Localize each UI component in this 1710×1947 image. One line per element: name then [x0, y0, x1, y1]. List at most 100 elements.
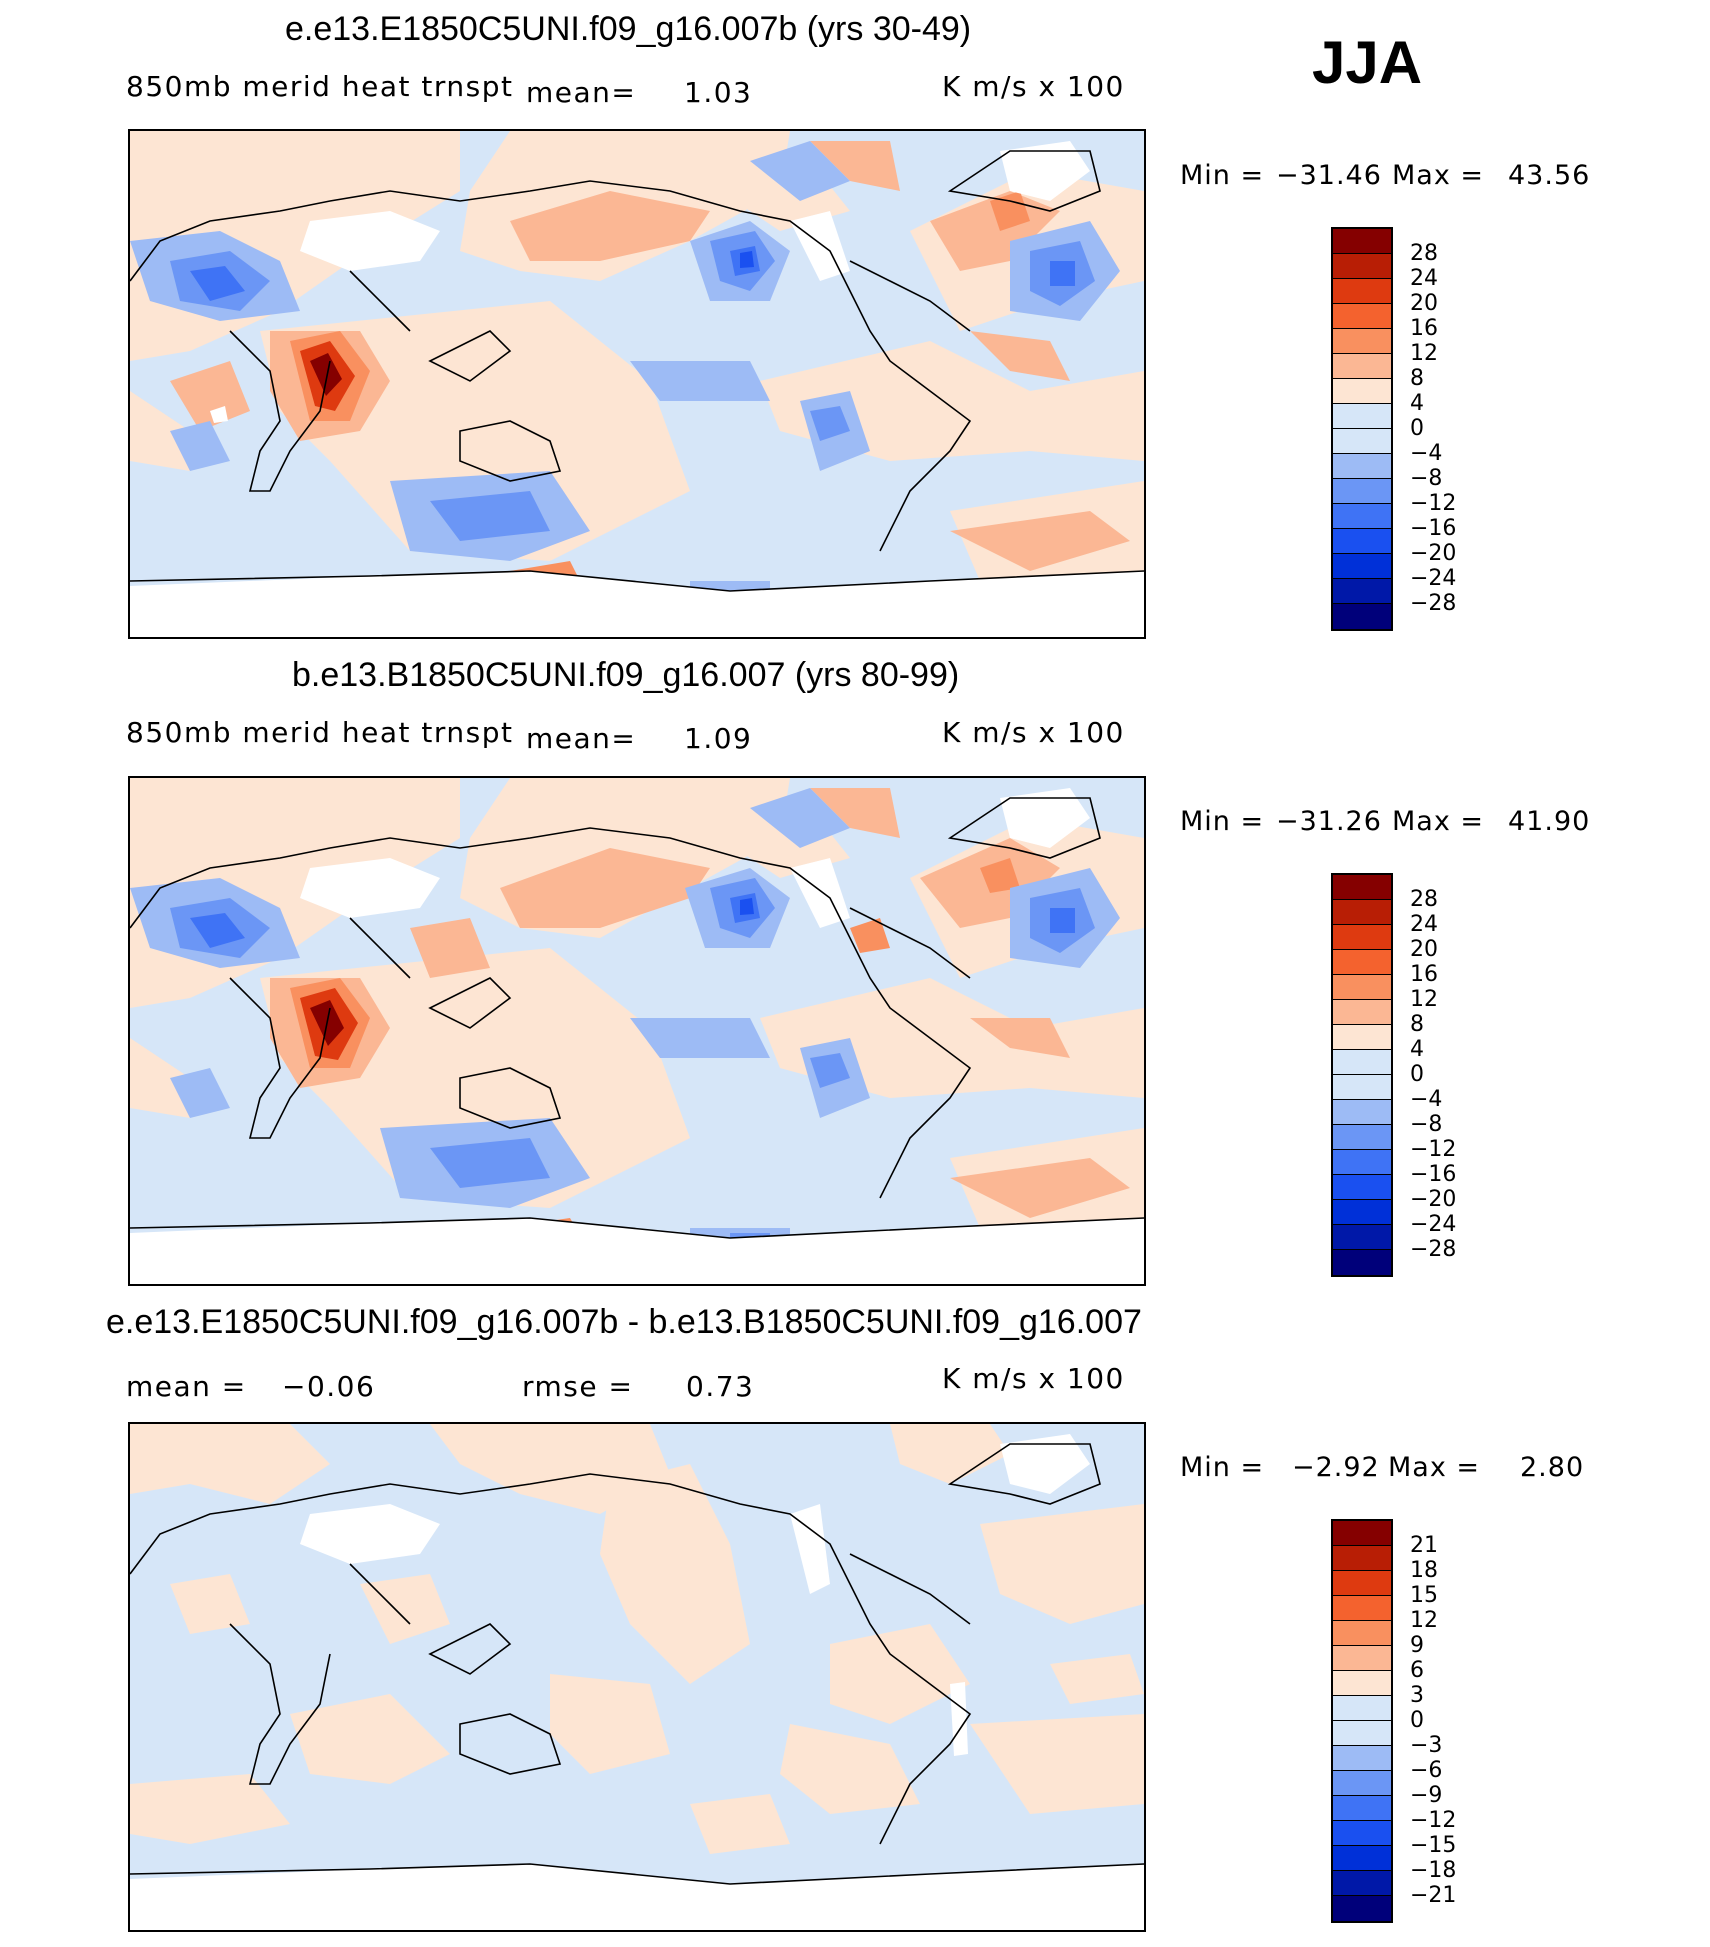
panel-1-colorbar-label: 20: [1410, 291, 1438, 316]
panel-3-colorbar: [1331, 1519, 1393, 1923]
panel-1-colorbar-label: −28: [1410, 591, 1457, 616]
panel-1-colorbar: [1331, 227, 1393, 631]
panel-2-colorbar-label: 28: [1410, 887, 1438, 912]
panel-3-units: K m/s x 100: [942, 1362, 1125, 1395]
panel-2-units: K m/s x 100: [942, 716, 1125, 749]
panel-3-colorbar-swatch: [1333, 1646, 1391, 1671]
panel-2-min-value: −31.26: [1276, 806, 1382, 837]
panel-2-colorbar-label: 4: [1410, 1037, 1424, 1062]
panel-1-colorbar-swatch: [1333, 504, 1391, 529]
panel-3-rmse-value: 0.73: [686, 1370, 755, 1403]
panel-3-colorbar-label: −15: [1410, 1833, 1457, 1858]
panel-1-colorbar-swatch: [1333, 454, 1391, 479]
panel-3-colorbar-swatch: [1333, 1596, 1391, 1621]
panel-1-variable: 850mb merid heat trnspt: [126, 70, 514, 103]
panel-1-mean-label: mean=: [526, 76, 637, 109]
panel-1-colorbar-label: 16: [1410, 316, 1438, 341]
panel-3-mean-label: mean =: [126, 1370, 247, 1403]
panel-2-map: [128, 776, 1146, 1286]
panel-2-colorbar-swatch: [1333, 875, 1391, 900]
panel-1-colorbar-label: −4: [1410, 441, 1443, 466]
panel-2-colorbar-label: 24: [1410, 912, 1438, 937]
panel-2-colorbar-label: −24: [1410, 1212, 1457, 1237]
panel-3-colorbar-label: 12: [1410, 1608, 1438, 1633]
panel-1-colorbar-label: 4: [1410, 391, 1424, 416]
panel-3-colorbar-swatch: [1333, 1771, 1391, 1796]
panel-1-map: [128, 129, 1146, 639]
panel-3-colorbar-swatch: [1333, 1896, 1391, 1921]
panel-2-colorbar-label: −16: [1410, 1162, 1457, 1187]
panel-2-min-label: Min =: [1180, 806, 1265, 837]
panel-3-colorbar-label: 0: [1410, 1708, 1424, 1733]
panel-1-colorbar-label: −24: [1410, 566, 1457, 591]
panel-3-colorbar-label: −6: [1410, 1758, 1443, 1783]
panel-1-colorbar-swatch: [1333, 304, 1391, 329]
season-label: JJA: [1312, 29, 1423, 96]
panel-3-title: e.e13.E1850C5UNI.f09_g16.007b - b.e13.B1…: [106, 1303, 1142, 1341]
panel-2-colorbar-swatch: [1333, 1100, 1391, 1125]
panel-3-colorbar-label: 15: [1410, 1583, 1438, 1608]
panel-3-colorbar-label: 21: [1410, 1533, 1438, 1558]
panel-3-colorbar-swatch: [1333, 1671, 1391, 1696]
panel-2-colorbar-label: 20: [1410, 937, 1438, 962]
panel-3-colorbar-label: −21: [1410, 1883, 1457, 1908]
panel-2-title: b.e13.B1850C5UNI.f09_g16.007 (yrs 80-99): [292, 656, 960, 694]
panel-2-colorbar-label: 12: [1410, 987, 1438, 1012]
panel-3-colorbar-label: 9: [1410, 1633, 1424, 1658]
panel-2-variable: 850mb merid heat trnspt: [126, 716, 514, 749]
panel-1-colorbar-swatch: [1333, 379, 1391, 404]
panel-1-colorbar-label: 0: [1410, 416, 1424, 441]
panel-1-colorbar-label: −16: [1410, 516, 1457, 541]
panel-3-colorbar-swatch: [1333, 1696, 1391, 1721]
panel-3-rmse-label: rmse =: [522, 1370, 634, 1403]
panel-2-mean-value: 1.09: [684, 722, 753, 755]
panel-2-colorbar-swatch: [1333, 900, 1391, 925]
panel-3-colorbar-label: 3: [1410, 1683, 1424, 1708]
panel-1-colorbar-label: −20: [1410, 541, 1457, 566]
panel-1-colorbar-swatch: [1333, 254, 1391, 279]
panel-3-colorbar-swatch: [1333, 1721, 1391, 1746]
panel-3-map: [128, 1422, 1146, 1932]
panel-1-units: K m/s x 100: [942, 70, 1125, 103]
panel-1-colorbar-swatch: [1333, 604, 1391, 629]
panel-3-colorbar-swatch: [1333, 1746, 1391, 1771]
panel-1-colorbar-swatch: [1333, 579, 1391, 604]
panel-3-mean-value: −0.06: [282, 1370, 376, 1403]
panel-2-colorbar-swatch: [1333, 1050, 1391, 1075]
panel-1-colorbar-label: 28: [1410, 241, 1438, 266]
panel-3-max-label: Max =: [1388, 1452, 1481, 1483]
panel-3-colorbar-swatch: [1333, 1846, 1391, 1871]
panel-1-colorbar-label: 24: [1410, 266, 1438, 291]
panel-1-max-label: Max =: [1392, 160, 1485, 191]
panel-1-min-label: Min =: [1180, 160, 1265, 191]
panel-1-min-value: −31.46: [1276, 160, 1382, 191]
panel-3-min-value: −2.92: [1292, 1452, 1380, 1483]
panel-1-colorbar-swatch: [1333, 529, 1391, 554]
panel-3-colorbar-swatch: [1333, 1871, 1391, 1896]
panel-1-colorbar-swatch: [1333, 404, 1391, 429]
panel-2-colorbar-swatch: [1333, 1175, 1391, 1200]
panel-1-colorbar-swatch: [1333, 329, 1391, 354]
panel-3-colorbar-swatch: [1333, 1571, 1391, 1596]
panel-2-colorbar-label: −4: [1410, 1087, 1443, 1112]
panel-3-colorbar-swatch: [1333, 1546, 1391, 1571]
panel-2-colorbar-swatch: [1333, 1075, 1391, 1100]
panel-2-colorbar-label: 16: [1410, 962, 1438, 987]
panel-1-max-value: 43.56: [1508, 160, 1591, 191]
panel-2-max-label: Max =: [1392, 806, 1485, 837]
panel-1-colorbar-swatch: [1333, 229, 1391, 254]
panel-1-colorbar-label: 12: [1410, 341, 1438, 366]
panel-1-colorbar-label: −12: [1410, 491, 1457, 516]
panel-2-colorbar-swatch: [1333, 1225, 1391, 1250]
panel-2-colorbar-swatch: [1333, 1125, 1391, 1150]
panel-3-colorbar-swatch: [1333, 1821, 1391, 1846]
panel-1-colorbar-swatch: [1333, 479, 1391, 504]
panel-3-max-value: 2.80: [1520, 1452, 1585, 1483]
panel-2-colorbar: [1331, 873, 1393, 1277]
panel-3-colorbar-label: 18: [1410, 1558, 1438, 1583]
panel-3-colorbar-swatch: [1333, 1621, 1391, 1646]
panel-3-colorbar-swatch: [1333, 1521, 1391, 1546]
panel-2-colorbar-swatch: [1333, 975, 1391, 1000]
panel-3-min-label: Min =: [1180, 1452, 1265, 1483]
panel-1-colorbar-swatch: [1333, 354, 1391, 379]
